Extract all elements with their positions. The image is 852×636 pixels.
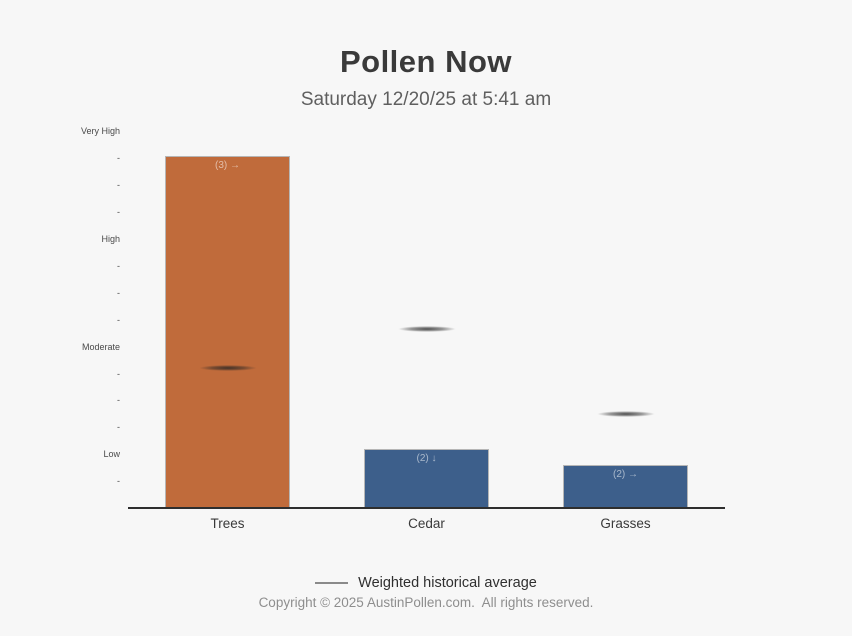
legend: Weighted historical average: [0, 575, 852, 591]
y-axis-tick-label: Moderate: [81, 341, 120, 352]
y-axis-tick-label: High: [101, 234, 120, 244]
y-axis-tick-label: -: [117, 180, 120, 191]
y-axis-tick-label: -: [117, 422, 120, 433]
historical-average-marker-cedar: [397, 326, 456, 333]
bar-value-label: (2) →: [613, 468, 638, 480]
y-axis-tick-label: -: [117, 314, 120, 325]
legend-label: Weighted historical average: [358, 575, 537, 591]
bar-grasses: (2) →: [563, 464, 688, 508]
chart-subtitle: Saturday 12/20/25 at 5:41 am: [300, 89, 552, 110]
chart-title: Pollen Now: [339, 44, 513, 79]
y-axis-tick-label: Low: [103, 449, 120, 460]
historical-average-marker-trees: [198, 365, 257, 372]
bar-cedar: (2) ↓: [364, 448, 489, 508]
y-axis-tick-label: -: [117, 260, 120, 271]
legend-line-icon: [315, 582, 349, 584]
y-axis-tick-label: -: [117, 153, 120, 164]
historical-average-marker-grasses: [596, 410, 655, 417]
y-axis-tick-label: -: [117, 368, 120, 379]
x-axis-label-cedar: Cedar: [408, 516, 445, 531]
x-axis-line: [128, 507, 725, 509]
x-axis-label-grasses: Grasses: [600, 516, 651, 531]
y-axis-tick-label: Very High: [80, 126, 120, 137]
y-axis-tick-label: -: [117, 476, 120, 487]
bar-value-label: (2) ↓: [416, 452, 437, 464]
bar-value-label: (3) →: [215, 159, 240, 171]
y-axis-tick-label: -: [117, 395, 120, 406]
y-axis-tick-label: -: [117, 287, 120, 298]
y-axis-tick-label: -: [117, 207, 120, 218]
copyright-text: Copyright © 2025 AustinPollen.com. All r…: [258, 595, 594, 610]
x-axis-label-trees: Trees: [210, 516, 245, 531]
bar-trees: (3) →: [165, 155, 290, 508]
